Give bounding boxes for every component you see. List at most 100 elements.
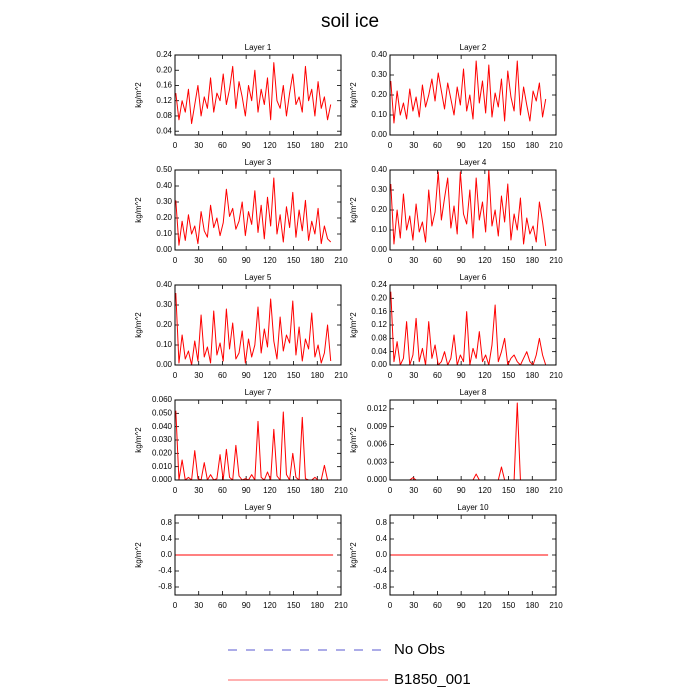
y-axis-label: kg/m^2: [349, 197, 358, 223]
legend-label: No Obs: [394, 641, 445, 658]
data-line: [175, 410, 331, 481]
y-axis-label: kg/m^2: [134, 427, 143, 453]
x-tick-label: 60: [218, 601, 227, 610]
panel-title: Layer 7: [245, 388, 272, 397]
y-tick-label: 0.12: [156, 96, 172, 105]
y-tick-label: 0.003: [367, 457, 388, 466]
x-tick-label: 90: [242, 371, 251, 380]
y-tick-label: 0.00: [371, 360, 387, 369]
x-tick-label: 30: [409, 486, 418, 495]
y-tick-label: 0.08: [156, 111, 172, 120]
x-tick-label: 0: [388, 486, 393, 495]
x-tick-label: 90: [242, 486, 251, 495]
x-tick-label: 0: [388, 141, 393, 150]
y-tick-label: 0.030: [152, 435, 173, 444]
y-axis-label: kg/m^2: [134, 542, 143, 568]
y-axis-label: kg/m^2: [349, 427, 358, 453]
y-tick-label: 0.10: [156, 340, 172, 349]
x-tick-label: 210: [549, 141, 563, 150]
x-tick-label: 150: [287, 486, 301, 495]
panel: Layer 6 kg/m^2 0 30 60 90 120 150 180 210 0.00 0.04…: [349, 273, 563, 380]
x-tick-label: 150: [287, 371, 301, 380]
x-tick-label: 120: [263, 141, 277, 150]
y-tick-label: 0.10: [371, 110, 387, 119]
x-tick-label: 210: [549, 486, 563, 495]
y-axis-label: kg/m^2: [134, 82, 143, 108]
y-tick-label: 0.00: [371, 130, 387, 139]
x-tick-label: 180: [311, 141, 325, 150]
y-tick-label: 0.04: [371, 347, 387, 356]
y-tick-label: -0.8: [373, 582, 387, 591]
x-tick-label: 90: [242, 256, 251, 265]
y-tick-label: 0.006: [367, 440, 388, 449]
y-tick-label: -0.8: [158, 582, 172, 591]
data-line: [175, 62, 332, 125]
x-tick-label: 30: [409, 256, 418, 265]
panel-title: Layer 3: [245, 158, 272, 167]
x-tick-label: 150: [287, 256, 301, 265]
y-tick-label: 0.24: [371, 280, 387, 289]
y-tick-label: 0.04: [156, 126, 172, 135]
panel-title: Layer 1: [245, 43, 272, 52]
x-tick-label: 90: [242, 601, 251, 610]
x-tick-label: 120: [478, 256, 492, 265]
y-tick-label: 0.0: [376, 550, 388, 559]
panel: Layer 3 kg/m^2 0 30 60 90 120 150 180 210 0.00 0.10…: [134, 158, 348, 265]
x-tick-label: 120: [478, 141, 492, 150]
data-line: [175, 292, 332, 366]
x-tick-label: 180: [311, 486, 325, 495]
y-tick-label: 0.000: [152, 475, 173, 484]
x-tick-label: 0: [173, 601, 178, 610]
plot-frame: [389, 514, 557, 596]
x-tick-label: 210: [334, 141, 348, 150]
x-tick-label: 90: [457, 371, 466, 380]
x-tick-label: 60: [433, 256, 442, 265]
plot-frame: [389, 284, 557, 366]
plot-frame: [389, 399, 557, 481]
panel: Layer 7 kg/m^2 0 30 60 90 120 150 180 210 0.000 0.0…: [134, 388, 348, 495]
x-tick-label: 120: [263, 256, 277, 265]
x-tick-label: 180: [311, 371, 325, 380]
x-tick-label: 120: [478, 371, 492, 380]
plot-frame: [174, 54, 342, 136]
y-tick-label: 0.020: [152, 448, 173, 457]
y-tick-label: 0.000: [367, 475, 388, 484]
x-tick-label: 150: [287, 601, 301, 610]
x-tick-label: 30: [409, 141, 418, 150]
x-tick-label: 150: [502, 141, 516, 150]
y-tick-label: 0.40: [156, 280, 172, 289]
x-tick-label: 90: [457, 256, 466, 265]
x-tick-label: 180: [526, 371, 540, 380]
y-tick-label: 0.040: [152, 422, 173, 431]
x-tick-label: 180: [526, 256, 540, 265]
x-tick-label: 60: [218, 486, 227, 495]
x-tick-label: 0: [173, 371, 178, 380]
data-line: [390, 291, 547, 366]
panel: Layer 1 kg/m^2 0 30 60 90 120 150 180 210 0.04 0.08…: [134, 43, 348, 150]
x-tick-label: 210: [334, 601, 348, 610]
panel: Layer 4 kg/m^2 0 30 60 90 120 150 180 210 0.00 0.10…: [349, 158, 563, 265]
x-tick-label: 30: [194, 601, 203, 610]
x-tick-label: 150: [502, 486, 516, 495]
x-tick-label: 60: [218, 256, 227, 265]
panel-title: Layer 5: [245, 273, 272, 282]
plot-frame: [174, 169, 342, 251]
y-tick-label: 0.16: [371, 307, 387, 316]
y-tick-label: 0.24: [156, 50, 172, 59]
y-tick-label: -0.4: [373, 566, 387, 575]
y-tick-label: 0.0: [161, 550, 173, 559]
y-axis-label: kg/m^2: [349, 542, 358, 568]
panel: Layer 8 kg/m^2 0 30 60 90 120 150 180 210 0.000 0.0…: [349, 388, 563, 495]
panel: Layer 2 kg/m^2 0 30 60 90 120 150 180 210 0.00 0.10…: [349, 43, 563, 150]
y-tick-label: 0.08: [371, 333, 387, 342]
x-tick-label: 90: [242, 141, 251, 150]
x-tick-label: 30: [194, 256, 203, 265]
y-tick-label: 0.8: [376, 518, 388, 527]
panel-title: Layer 10: [457, 503, 489, 512]
x-tick-label: 0: [173, 256, 178, 265]
plot-frame: [174, 514, 342, 596]
y-tick-label: 0.30: [371, 185, 387, 194]
y-tick-label: 0.40: [371, 50, 387, 59]
y-tick-label: 0.30: [156, 197, 172, 206]
x-tick-label: 180: [526, 141, 540, 150]
